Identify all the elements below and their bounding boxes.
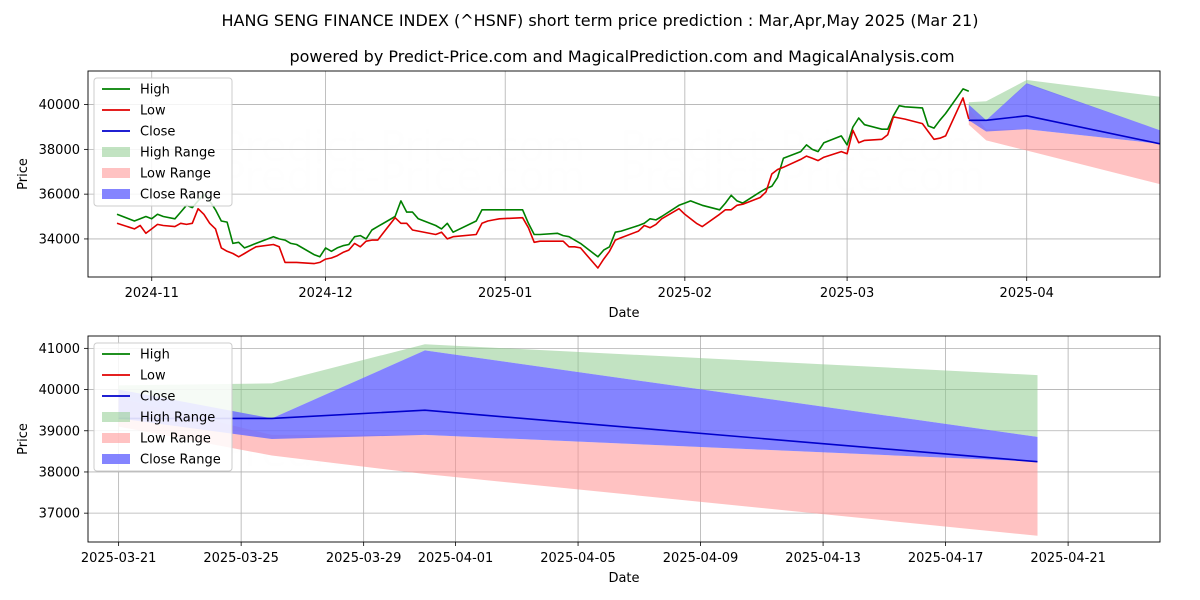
legend-label: Close <box>140 390 175 405</box>
x-tick-label: 2025-03-29 <box>326 551 402 566</box>
y-tick-label: 34000 <box>39 232 80 247</box>
y-tick-label: 38000 <box>39 143 80 158</box>
y-tick-label: 37000 <box>39 507 80 522</box>
x-axis-label: Date <box>608 306 639 321</box>
chart-subtitle: powered by Predict-Price.com and Magical… <box>289 47 954 66</box>
legend-label: Close Range <box>140 188 221 203</box>
top-panel: Predict-Price.com Predict-Price.comPredic… <box>16 70 1161 321</box>
legend-label: Low <box>140 104 166 119</box>
y-axis-label: Price <box>16 158 31 190</box>
legend-label: Close Range <box>140 453 221 468</box>
legend-label: Close <box>140 125 175 140</box>
low-series-line <box>116 97 970 269</box>
y-tick-label: 40000 <box>39 98 80 113</box>
y-tick-label: 41000 <box>39 342 80 357</box>
x-tick-label: 2025-04-01 <box>418 551 494 566</box>
low-range-band <box>968 109 1160 185</box>
legend-label: Low Range <box>140 167 211 182</box>
x-tick-label: 2025-02 <box>658 286 712 301</box>
low-range-band <box>118 397 1038 536</box>
legend-label: High <box>140 348 170 363</box>
x-tick-label: 2025-01 <box>478 286 532 301</box>
plot-area <box>116 80 1160 269</box>
legend-swatch-patch <box>102 168 130 178</box>
legend-label: High Range <box>140 146 215 161</box>
close-range-band <box>118 350 1038 462</box>
legend-swatch-patch <box>102 412 130 422</box>
y-tick-label: 38000 <box>39 465 80 480</box>
legend-swatch-patch <box>102 147 130 157</box>
bottom-panel: Predict-Price.comPredict-Price.comPredic… <box>16 335 1161 586</box>
close-series-line <box>968 115 1160 145</box>
x-tick-label: 2025-04-17 <box>908 551 984 566</box>
legend-swatch-patch <box>102 189 130 199</box>
plot-frame <box>87 70 1161 278</box>
y-tick-label: 36000 <box>39 188 80 203</box>
x-tick-label: 2025-04-05 <box>540 551 616 566</box>
plot-area <box>118 344 1038 536</box>
x-tick-label: 2025-04-09 <box>663 551 739 566</box>
y-tick-label: 39000 <box>39 424 80 439</box>
plot-frame <box>87 335 1161 543</box>
x-tick-label: 2025-03-25 <box>203 551 279 566</box>
legend-swatch-patch <box>102 433 130 443</box>
legend-swatch-patch <box>102 454 130 464</box>
x-tick-label: 2024-12 <box>298 286 352 301</box>
x-tick-label: 2025-03-21 <box>81 551 157 566</box>
close-range-band <box>968 83 1160 144</box>
x-tick-label: 2025-03 <box>820 286 874 301</box>
high-series-line <box>116 88 970 258</box>
x-tick-label: 2025-04 <box>1000 286 1054 301</box>
legend: High Low Close High Range Low Range Close Ran… <box>93 77 233 207</box>
y-axis-label: Price <box>16 423 31 455</box>
legend-label: High <box>140 83 170 98</box>
legend-label: Low Range <box>140 432 211 447</box>
y-tick-label: 40000 <box>39 383 80 398</box>
x-tick-label: 2025-04-21 <box>1030 551 1106 566</box>
x-tick-label: 2025-04-13 <box>785 551 861 566</box>
legend-label: High Range <box>140 411 215 426</box>
x-tick-label: 2024-11 <box>125 286 179 301</box>
x-axis-label: Date <box>608 571 639 586</box>
legend-label: Low <box>140 369 166 384</box>
legend: High Low Close High Range Low Range Close Ran… <box>93 342 233 472</box>
chart-title: HANG SENG FINANCE INDEX (^HSNF) short te… <box>222 11 979 30</box>
watermark-text: Predict-Price.com <box>620 152 985 201</box>
watermark-text: Predict-Price.com <box>220 152 585 201</box>
high-range-band <box>118 344 1038 437</box>
